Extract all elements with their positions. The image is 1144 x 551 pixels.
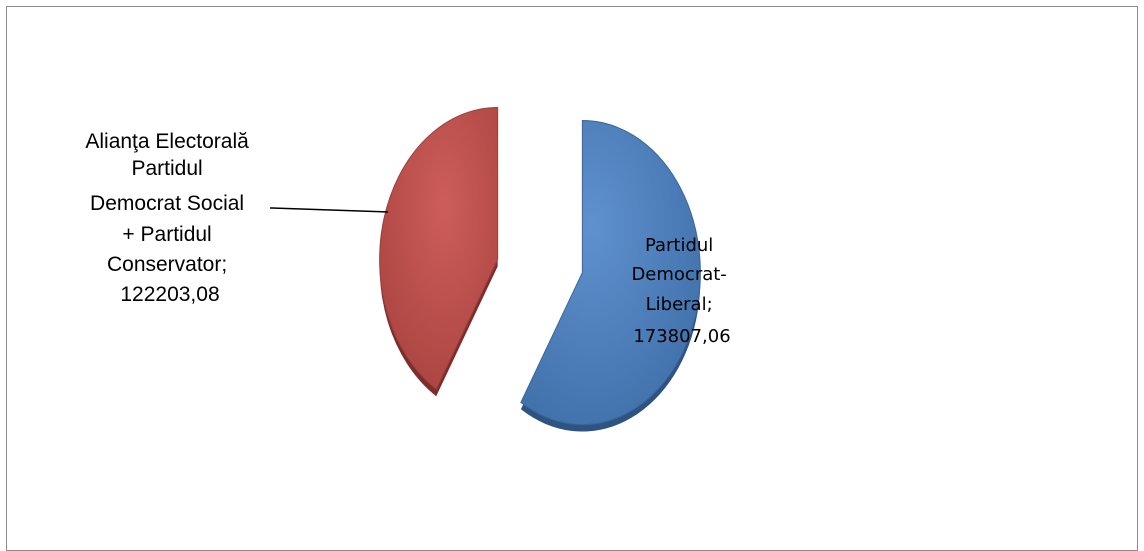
slice-label-partidul-democrat-liberal: Partidul Democrat- Liberal; 173807,06: [631, 235, 732, 347]
pie-slice-partidul-democrat-liberal: [520, 120, 701, 426]
leader-line: [270, 207, 389, 213]
chart-frame: [6, 6, 1138, 551]
slice-label-alianta: Alianţa Electorală Partidul Democrat Soc…: [85, 130, 254, 306]
pie-slice-alianta-electorala: [379, 106, 499, 391]
